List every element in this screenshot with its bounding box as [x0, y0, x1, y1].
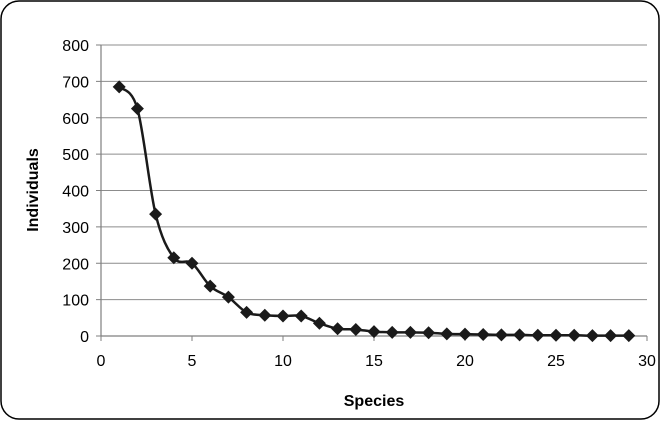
data-point-marker	[185, 256, 199, 270]
x-tick-label: 30	[638, 353, 656, 370]
tick-labels: 0 100 200 300 400 500 600 700 800 0 5 10 15 20 25 30	[62, 38, 656, 370]
data-point-marker	[458, 327, 472, 341]
data-point-marker	[476, 328, 490, 342]
y-tick-label: 100	[62, 293, 89, 310]
data-point-marker	[385, 325, 399, 339]
data-point-marker	[440, 327, 454, 341]
data-point-marker	[221, 290, 235, 304]
data-point-marker	[258, 308, 272, 322]
y-tick-label: 400	[62, 184, 89, 201]
series-markers	[112, 80, 636, 343]
data-point-marker	[349, 322, 363, 336]
x-tick-label: 25	[547, 353, 565, 370]
data-point-marker	[549, 328, 563, 342]
data-point-marker	[112, 80, 126, 94]
data-point-marker	[312, 316, 326, 330]
x-tick-label: 0	[97, 353, 106, 370]
data-point-marker	[331, 322, 345, 336]
y-axis-title: Individuals	[25, 148, 42, 232]
data-point-marker	[622, 329, 636, 343]
y-tick-label: 200	[62, 256, 89, 273]
data-point-marker	[367, 325, 381, 339]
data-point-marker	[513, 328, 527, 342]
data-point-marker	[294, 309, 308, 323]
y-tick-label: 500	[62, 147, 89, 164]
x-tick-label: 5	[188, 353, 197, 370]
y-tick-label: 0	[80, 329, 89, 346]
y-tick-label: 700	[62, 74, 89, 91]
data-point-marker	[276, 309, 290, 323]
data-point-marker	[167, 251, 181, 265]
data-point-marker	[531, 328, 545, 342]
x-axis-title: Species	[344, 393, 405, 410]
data-point-marker	[494, 328, 508, 342]
y-tick-label: 800	[62, 38, 89, 55]
data-point-marker	[203, 279, 217, 293]
y-tick-label: 300	[62, 220, 89, 237]
data-point-marker	[567, 328, 581, 342]
data-point-marker	[422, 326, 436, 340]
data-point-marker	[604, 329, 618, 343]
x-tick-label: 20	[456, 353, 474, 370]
data-point-marker	[585, 329, 599, 343]
data-point-marker	[149, 207, 163, 221]
y-tick-label: 600	[62, 111, 89, 128]
data-point-marker	[130, 102, 144, 116]
data-point-marker	[240, 305, 254, 319]
x-tick-label: 15	[365, 353, 383, 370]
data-point-marker	[403, 325, 417, 339]
x-tick-label: 10	[274, 353, 292, 370]
